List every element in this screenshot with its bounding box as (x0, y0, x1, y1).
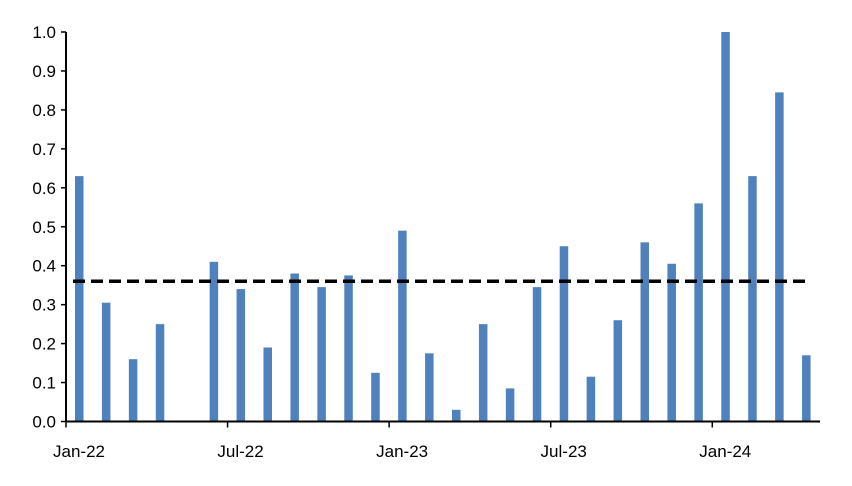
bar-Apr-23 (478, 324, 488, 422)
bar-Dec-22 (371, 372, 380, 422)
bar-Feb-23 (425, 353, 434, 422)
bar-Aug-23 (586, 376, 596, 422)
x-tick-label: Jan-24 (699, 442, 751, 461)
y-tick-label: 0.1 (32, 374, 56, 393)
bar-Feb-24 (748, 176, 757, 422)
y-tick-label: 0.4 (32, 257, 56, 276)
y-tick-label: 0.8 (32, 101, 56, 120)
bar-Jul-22 (236, 289, 246, 422)
bar-Jan-22 (75, 176, 84, 422)
bar-Apr-22 (155, 324, 165, 422)
bar-Oct-23 (640, 242, 649, 422)
y-tick-label: 1.0 (32, 23, 56, 42)
bars (75, 32, 811, 422)
x-tick-label: Jan-23 (376, 442, 428, 461)
y-tick-label: 0.9 (32, 62, 56, 81)
x-tick-label: Jul-23 (541, 442, 587, 461)
y-tick-label: 0.3 (32, 296, 56, 315)
bar-Jul-23 (559, 246, 569, 422)
y-tick-label: 0.0 (32, 413, 56, 432)
bar-Mar-23 (452, 409, 461, 422)
y-tick-label: 0.5 (32, 218, 56, 237)
bar-Nov-22 (344, 275, 353, 422)
y-tick-label: 0.7 (32, 140, 56, 159)
bar-Sep-22 (290, 273, 299, 422)
bar-Feb-22 (101, 302, 111, 422)
bar-Aug-22 (263, 347, 272, 422)
bar-Mar-22 (128, 359, 138, 422)
bar-Oct-22 (317, 287, 326, 422)
bar-Dec-23 (694, 203, 703, 422)
y-tick-label: 0.2 (32, 335, 56, 354)
x-tick-label: Jul-22 (217, 442, 263, 461)
bar-May-23 (505, 388, 515, 422)
bar-Nov-23 (667, 263, 676, 422)
y-axis: 0.0 0.1 0.2 0.3 0.4 0.5 0.6 0.7 0.8 0.9 1.0 (32, 23, 67, 432)
bar-Jun-23 (532, 287, 542, 422)
bar-Jan-24 (721, 32, 730, 422)
bar-Mar-24 (775, 92, 784, 422)
bar-Sep-23 (613, 320, 623, 422)
y-tick-label: 0.6 (32, 179, 56, 198)
bar-Jan-23 (398, 230, 407, 422)
bar-Apr-24 (802, 355, 811, 422)
bar-Jun-22 (209, 261, 219, 422)
x-tick-label: Jan-22 (53, 442, 105, 461)
x-axis: Jan-22 Jul-22 Jan-23 Jul-23 Jan-24 (53, 420, 820, 461)
